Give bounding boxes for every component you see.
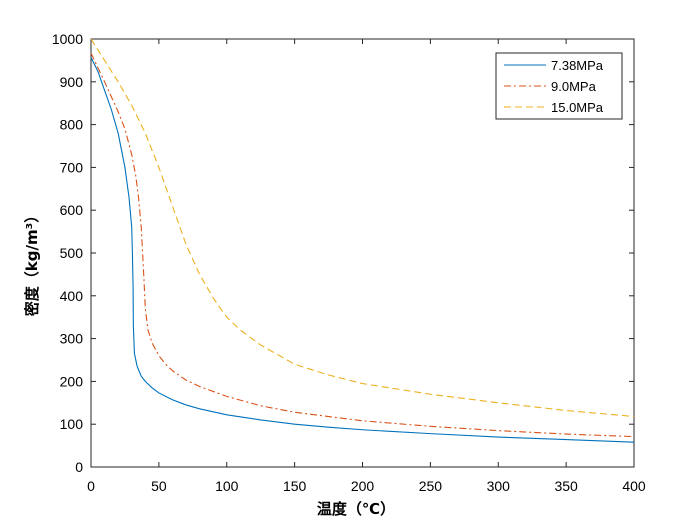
x-tick-label: 200 <box>351 478 375 494</box>
y-tick-label: 1000 <box>52 31 83 47</box>
y-tick-label: 0 <box>75 459 83 475</box>
y-tick-label: 100 <box>60 416 84 432</box>
y-tick-label: 800 <box>60 117 84 133</box>
x-tick-label: 400 <box>622 478 646 494</box>
x-tick-label: 150 <box>283 478 307 494</box>
legend-label: 15.0MPa <box>551 100 604 115</box>
y-tick-label: 500 <box>60 245 84 261</box>
y-tick-label: 200 <box>60 373 84 389</box>
x-tick-label: 350 <box>554 478 578 494</box>
legend-label: 7.38MPa <box>551 58 604 73</box>
y-axis-label: 密度（kg/m³） <box>23 208 41 316</box>
legend-label: 9.0MPa <box>551 79 597 94</box>
y-tick-label: 900 <box>60 74 84 90</box>
x-axis-label: 温度（℃） <box>317 500 395 518</box>
y-tick-label: 400 <box>60 288 84 304</box>
series-line-2 <box>90 52 635 438</box>
x-tick-label: 300 <box>487 478 511 494</box>
x-tick-label: 250 <box>419 478 443 494</box>
y-tick-label: 700 <box>60 159 84 175</box>
x-tick-label: 100 <box>215 478 239 494</box>
series-line-1 <box>90 57 635 443</box>
y-tick-label: 300 <box>60 331 84 347</box>
x-tick-label: 50 <box>151 478 167 494</box>
y-tick-label: 600 <box>60 202 84 218</box>
legend-box <box>495 52 623 120</box>
series-line-3 <box>90 38 635 418</box>
x-tick-label: 0 <box>87 478 95 494</box>
